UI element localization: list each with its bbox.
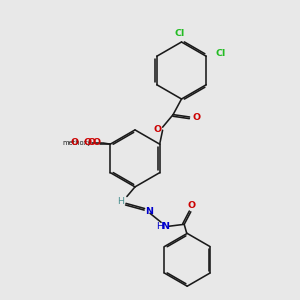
- Text: O: O: [188, 201, 196, 210]
- Text: N: N: [161, 222, 169, 231]
- Text: O: O: [84, 139, 92, 148]
- Text: H: H: [156, 222, 163, 231]
- Text: O: O: [93, 139, 101, 148]
- Text: H: H: [117, 197, 124, 206]
- Text: N: N: [146, 207, 153, 216]
- Text: O: O: [71, 139, 79, 148]
- Text: O: O: [88, 139, 96, 148]
- Text: methoxy: methoxy: [62, 140, 91, 146]
- Text: O: O: [192, 112, 200, 122]
- Text: Cl: Cl: [175, 29, 185, 38]
- Text: O: O: [153, 124, 161, 134]
- Text: Cl: Cl: [215, 49, 226, 58]
